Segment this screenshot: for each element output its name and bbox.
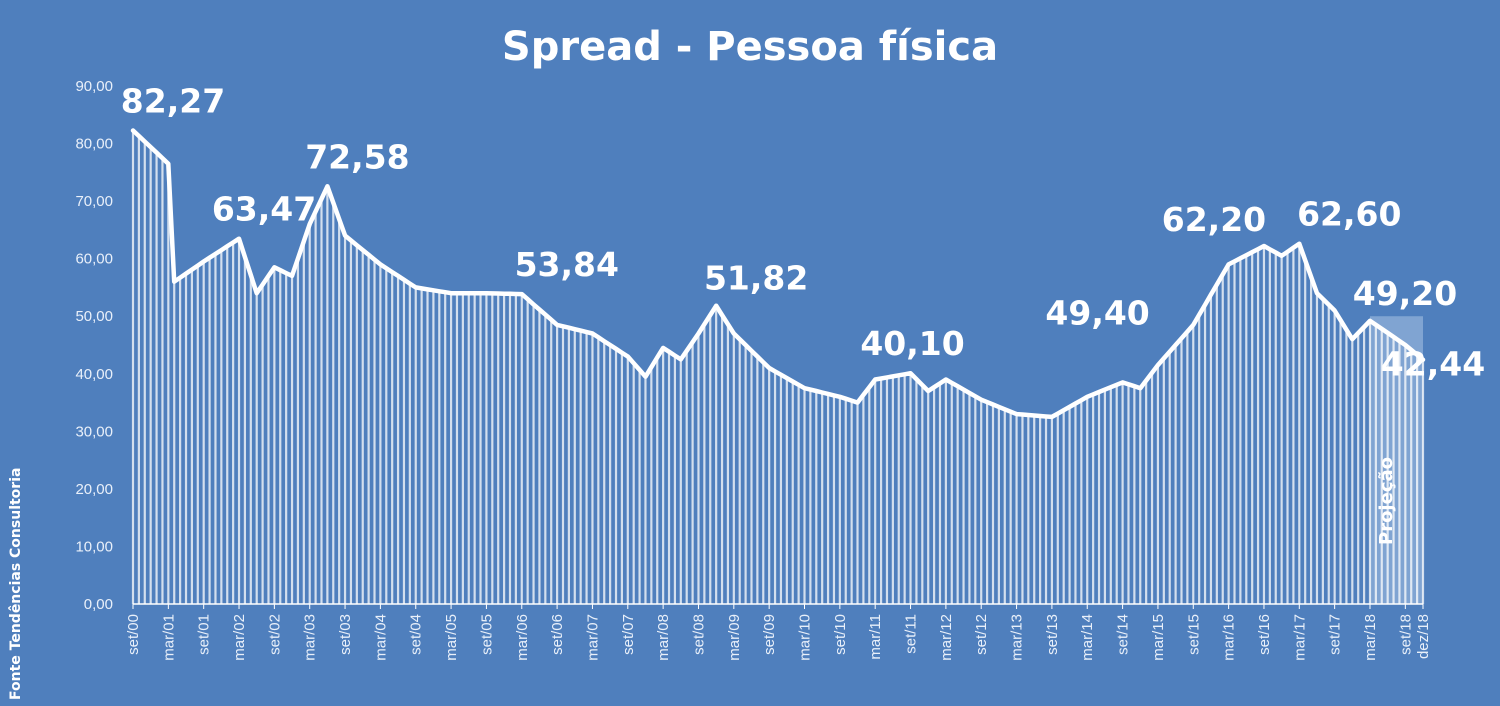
- x-tick-label: set/18: [1397, 614, 1414, 655]
- x-tick-label: set/16: [1256, 614, 1273, 655]
- peak-label: 82,27: [121, 81, 225, 120]
- peak-annotations: 82,27 63,47 72,58 53,84 51,82 40,10 49,40 62,20…: [121, 81, 1485, 383]
- x-tick-label: mar/13: [1009, 614, 1026, 661]
- x-tick-label: set/13: [1044, 614, 1061, 655]
- y-tick-label: 50,00: [75, 308, 113, 325]
- peak-label: 62,20: [1162, 200, 1266, 239]
- peak-label: 63,47: [212, 190, 316, 229]
- x-tick-label: set/14: [1115, 614, 1132, 655]
- x-tick-label: mar/07: [584, 614, 601, 661]
- peak-label: 62,60: [1297, 195, 1401, 234]
- x-tick-label: set/08: [690, 614, 707, 655]
- y-tick-label: 40,00: [75, 366, 113, 383]
- series-line: [130, 128, 1426, 420]
- x-tick-label: dez/18: [1415, 614, 1432, 659]
- x-tick-label: mar/10: [797, 614, 814, 661]
- x-tick-label: set/05: [478, 614, 495, 655]
- x-tick-label: set/07: [620, 614, 637, 655]
- peak-label: 49,40: [1045, 294, 1149, 333]
- chart-title: Spread - Pessoa física: [502, 24, 998, 70]
- x-tick-label: set/03: [337, 614, 354, 655]
- x-tick-label: mar/06: [514, 614, 531, 661]
- x-tick-label: set/17: [1327, 614, 1344, 655]
- x-tick-label: set/12: [973, 614, 990, 655]
- y-tick-label: 10,00: [75, 538, 113, 555]
- projection-label: Projeção: [1376, 457, 1397, 545]
- x-tick-label: set/00: [125, 614, 142, 655]
- x-tick-label: set/11: [903, 614, 920, 654]
- x-tick-label: set/10: [832, 614, 849, 655]
- x-tick-label: mar/04: [372, 614, 389, 661]
- x-tick-label: set/15: [1185, 614, 1202, 655]
- x-tick-label: mar/17: [1291, 614, 1308, 661]
- x-tick-label: mar/18: [1362, 614, 1379, 661]
- x-tick-label: mar/14: [1079, 614, 1096, 661]
- y-tick-label: 30,00: [75, 423, 113, 440]
- peak-label: 42,44: [1381, 345, 1485, 384]
- y-tick-label: 0,00: [84, 596, 113, 613]
- y-tick-label: 70,00: [75, 193, 113, 210]
- x-tick-label: mar/11: [867, 614, 884, 660]
- x-tick-label: set/06: [549, 614, 566, 655]
- y-tick-label: 20,00: [75, 481, 113, 498]
- peak-label: 51,82: [704, 259, 808, 298]
- peak-label: 40,10: [860, 324, 964, 363]
- data-bars: [131, 130, 1425, 604]
- x-tick-label: mar/08: [655, 614, 672, 661]
- projection-area: [1369, 316, 1423, 604]
- x-tick-label: mar/05: [443, 614, 460, 661]
- x-tick-label: set/01: [196, 614, 213, 655]
- projection-shade: [1369, 316, 1423, 604]
- x-tick-label: mar/03: [302, 614, 319, 661]
- peak-label: 49,20: [1353, 274, 1457, 313]
- x-tick-label: set/09: [761, 614, 778, 655]
- peak-label: 72,58: [305, 137, 409, 176]
- x-tick-label: mar/09: [726, 614, 743, 661]
- x-tick-label: set/02: [266, 614, 283, 655]
- peak-label: 53,84: [515, 245, 619, 284]
- x-tick-label: mar/12: [938, 614, 955, 661]
- x-tick-label: mar/02: [231, 614, 248, 661]
- x-tick-label: set/04: [408, 614, 425, 655]
- y-tick-label: 80,00: [75, 136, 113, 153]
- x-tick-label: mar/01: [160, 614, 177, 661]
- y-tick-label: 90,00: [75, 78, 113, 95]
- x-tick-label: mar/16: [1221, 614, 1238, 661]
- source-note: Fonte Tendências Consultoria: [8, 468, 24, 700]
- axes: 0,00 10,00 20,00 30,00 40,00 50,00 60,00 70,00 8…: [75, 78, 1432, 661]
- y-tick-label: 60,00: [75, 251, 113, 268]
- x-tick-label: mar/15: [1150, 614, 1167, 661]
- series-line-group: [130, 128, 1426, 420]
